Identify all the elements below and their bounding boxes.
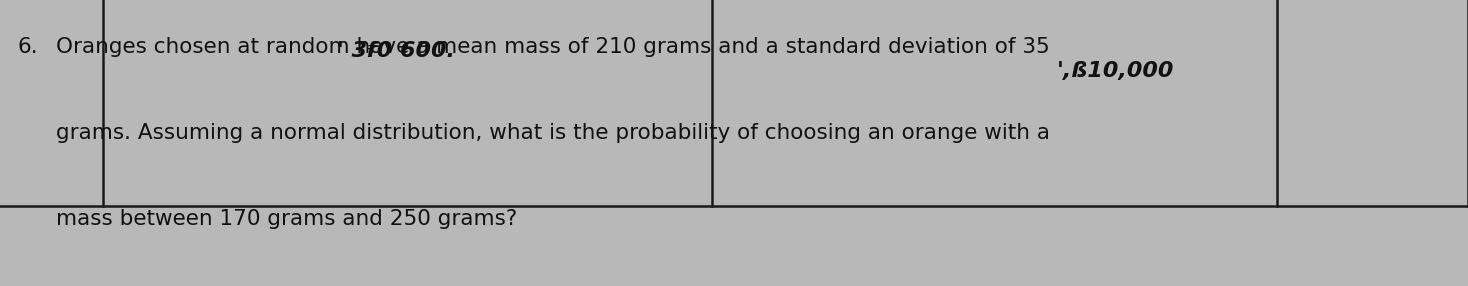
- Text: grams. Assuming a normal distribution, what is the probability of choosing an or: grams. Assuming a normal distribution, w…: [56, 123, 1050, 143]
- Text: mass between 170 grams and 250 grams?: mass between 170 grams and 250 grams?: [56, 209, 517, 229]
- Text: 6.: 6.: [18, 37, 38, 57]
- Text: ' 3ẝ0 600.: ' 3ẝ0 600.: [338, 41, 455, 61]
- Text: Oranges chosen at random have a mean mass of 210 grams and a standard deviation : Oranges chosen at random have a mean mas…: [56, 37, 1050, 57]
- Text: ',ß10,000: ',ß10,000: [1057, 61, 1174, 82]
